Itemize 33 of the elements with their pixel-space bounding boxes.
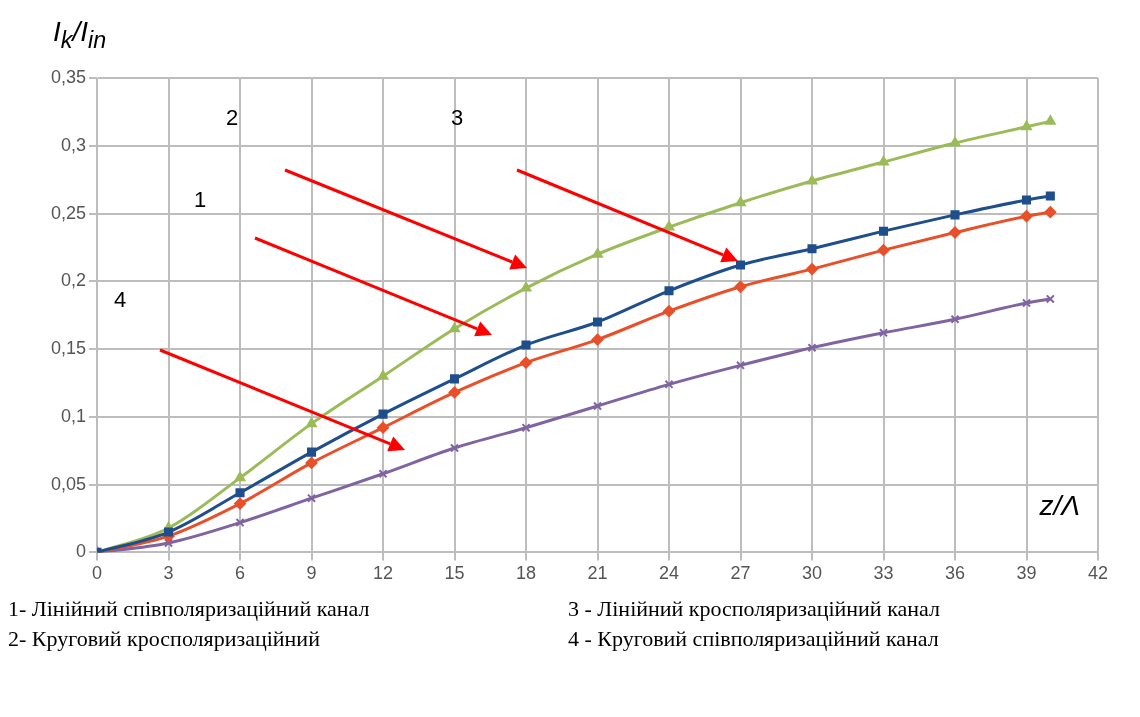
y-tick-label: 0,3 [61, 134, 87, 155]
x-tick-label: 12 [373, 563, 394, 584]
x-tick-label: 24 [659, 563, 680, 584]
y-tick-label: 0,1 [61, 405, 87, 426]
x-tick-label: 33 [873, 563, 894, 584]
x-tick-label: 39 [1016, 563, 1037, 584]
y-tick-label: 0,2 [61, 270, 87, 291]
y-axis-title: I$_{k}$/I$_{in}$ [53, 16, 107, 54]
y-tick-label: 0 [76, 541, 87, 562]
text: 1- Лінійний співполяризаційний канал [8, 595, 371, 623]
x-tick-label: 21 [587, 563, 608, 584]
annotation: 1 [192, 186, 208, 214]
y-tick-label: 0,15 [50, 338, 87, 359]
text: 3 - Лінійний кросполяризаційний канал [568, 595, 941, 623]
text: 2- Круговий кросполяризаційний [8, 625, 321, 653]
x-axis-title: z/Λ [1038, 490, 1080, 522]
annotation: 3 [449, 104, 465, 132]
x-tick-label: 0 [92, 563, 103, 584]
annotation: 2 [224, 104, 240, 132]
x-tick-label: 15 [444, 563, 465, 584]
text: 4 - Круговий співполяризаційний канал [568, 625, 940, 653]
x-tick-label: 27 [730, 563, 751, 584]
x-tick-label: 9 [306, 563, 317, 584]
annotation: 4 [112, 286, 128, 314]
x-tick-label: 3 [163, 563, 174, 584]
y-tick-label: 0,05 [50, 473, 87, 494]
x-tick-label: 36 [944, 563, 966, 584]
x-tick-label: 30 [801, 563, 823, 584]
y-tick-label: 0,25 [50, 202, 87, 223]
x-tick-label: 6 [235, 563, 246, 584]
y-tick-label: 0,35 [50, 66, 87, 87]
x-tick-label: 18 [516, 563, 537, 584]
x-tick-label: 42 [1087, 563, 1109, 584]
